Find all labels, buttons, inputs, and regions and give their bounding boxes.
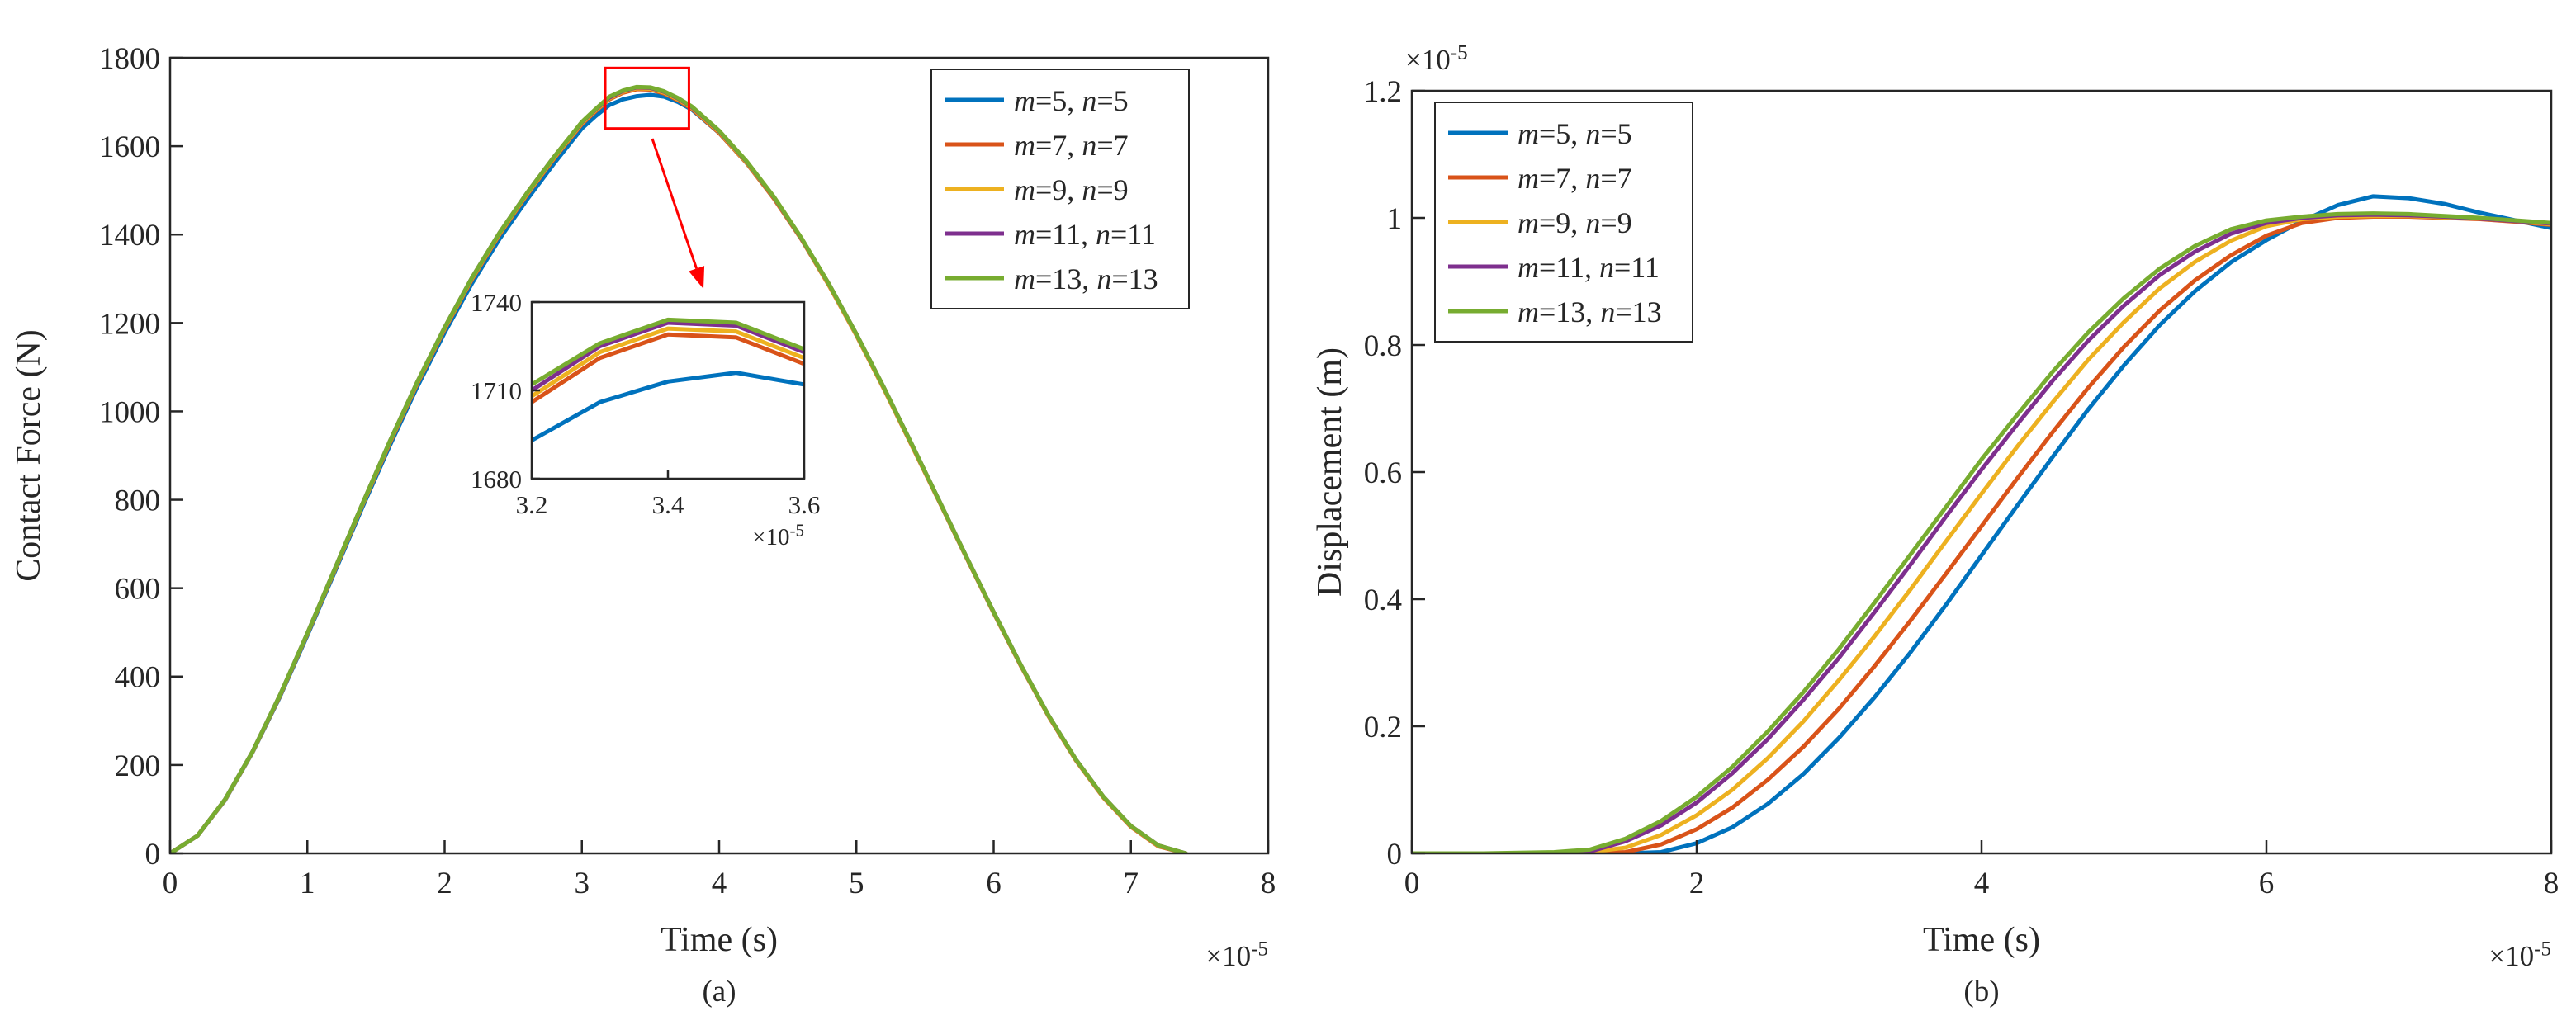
legend-entry: m=7, n=7 bbox=[1448, 162, 1632, 195]
x-tick-label: 6 bbox=[2259, 867, 2275, 900]
y-tick-label: 0.4 bbox=[1364, 584, 1402, 617]
legend-entry-label: m=11, n=11 bbox=[1014, 218, 1156, 251]
legend-entry-label: m=11, n=11 bbox=[1518, 251, 1660, 284]
series-line-m-5-n-5 bbox=[1412, 194, 2551, 853]
legend-entry: m=5, n=5 bbox=[945, 84, 1129, 117]
legend-entry-label: m=9, n=9 bbox=[1014, 173, 1129, 206]
inset-series-line-m-7-n-7 bbox=[532, 332, 804, 406]
series-line-m-13-n-13 bbox=[170, 84, 1188, 853]
legend-entry: m=13, n=13 bbox=[945, 262, 1158, 295]
legend-entry: m=9, n=9 bbox=[945, 173, 1129, 206]
x-tick-label: 4 bbox=[1974, 867, 1990, 900]
legend-entry: m=5, n=5 bbox=[1448, 117, 1632, 150]
x-axis-label: Time (s) bbox=[661, 921, 778, 959]
x-axis-label: Time (s) bbox=[1923, 921, 2040, 959]
y-tick-label: 1200 bbox=[99, 307, 160, 341]
x-tick-label: 8 bbox=[2544, 867, 2559, 900]
y-tick-label: 400 bbox=[115, 661, 161, 695]
zoom-region-rect bbox=[604, 66, 690, 130]
legend-entry-label: m=9, n=9 bbox=[1518, 206, 1632, 239]
y-axis-label: Contact Force (N) bbox=[10, 329, 48, 582]
y-axis-label: Displacement (m) bbox=[1311, 347, 1349, 597]
panel-a-caption: (a) bbox=[702, 975, 736, 1009]
y-tick-label: 600 bbox=[115, 573, 161, 607]
legend-entry-label: m=5, n=5 bbox=[1014, 84, 1129, 117]
series-line-m-13-n-13 bbox=[1412, 211, 2551, 853]
x-tick-label: 1 bbox=[300, 867, 315, 900]
inset-x-axis-exponent: ×10-5 bbox=[752, 521, 804, 551]
inset-x-tick-label: 3.6 bbox=[788, 490, 821, 519]
legend: m=5, n=5 m=7, n=7 m=9, n=9 m=11, n=11 m=13, … bbox=[1434, 102, 1693, 343]
x-tick-label: 2 bbox=[437, 867, 452, 900]
inset-series-line-m-9-n-9 bbox=[532, 326, 804, 399]
inset-y-tick-label: 1710 bbox=[471, 376, 522, 405]
inset-series-line-m-13-n-13 bbox=[532, 317, 804, 388]
chart-displacement: 0 2 4 6 8 0 0.2 0.4 0.6 0.8 1 1.2 Time (s) Displaceme… bbox=[1311, 42, 2559, 973]
x-tick-label: 3 bbox=[575, 867, 590, 900]
y-axis-exponent: ×10-5 bbox=[1405, 42, 1468, 77]
legend-entry-label: m=13, n=13 bbox=[1014, 262, 1158, 295]
y-tick-label: 0 bbox=[1387, 838, 1403, 872]
x-tick-label: 0 bbox=[163, 867, 178, 900]
x-tick-label: 6 bbox=[986, 867, 1002, 900]
zoom-arrow-line bbox=[651, 138, 698, 269]
x-tick-label: 0 bbox=[1404, 867, 1420, 900]
y-tick-label: 0 bbox=[145, 838, 161, 872]
inset-x-tick-label: 3.2 bbox=[516, 490, 548, 519]
x-axis-exponent: ×10-5 bbox=[2488, 938, 2551, 973]
x-tick-label: 8 bbox=[1261, 867, 1276, 900]
x-tick-label: 4 bbox=[712, 867, 727, 900]
chart-contact-force: 0 1 2 3 4 5 6 7 8 0 200 400 600 800 1000 1200 1400 1600 18… bbox=[10, 42, 1276, 973]
inset-y-tick-label: 1740 bbox=[471, 288, 522, 317]
y-tick-label: 1 bbox=[1387, 202, 1403, 236]
legend-entry-label: m=7, n=7 bbox=[1014, 129, 1129, 162]
legend-entry: m=11, n=11 bbox=[945, 218, 1156, 251]
x-tick-label: 2 bbox=[1689, 867, 1705, 900]
inset-x-tick-label: 3.4 bbox=[652, 490, 684, 519]
x-tick-label: 7 bbox=[1124, 867, 1139, 900]
y-tick-label: 1.2 bbox=[1364, 75, 1402, 109]
x-axis-exponent: ×10-5 bbox=[1205, 938, 1268, 973]
legend-entry-label: m=7, n=7 bbox=[1518, 162, 1632, 195]
y-tick-label: 1800 bbox=[99, 42, 160, 76]
inset-series-line-m-5-n-5 bbox=[532, 371, 804, 444]
y-tick-label: 0.8 bbox=[1364, 329, 1402, 363]
inset-series-line-m-11-n-11 bbox=[532, 320, 804, 394]
y-tick-label: 1000 bbox=[99, 395, 160, 429]
legend-entry: m=7, n=7 bbox=[945, 129, 1129, 162]
legend-entry: m=13, n=13 bbox=[1448, 295, 1662, 328]
legend-entry-label: m=5, n=5 bbox=[1518, 117, 1632, 150]
legend-entry: m=9, n=9 bbox=[1448, 206, 1632, 239]
y-tick-label: 1400 bbox=[99, 219, 160, 253]
inset-series-group bbox=[532, 317, 804, 444]
inset-y-tick-label: 1680 bbox=[471, 465, 522, 494]
x-tick-label: 5 bbox=[849, 867, 864, 900]
y-tick-label: 1600 bbox=[99, 130, 160, 164]
y-tick-label: 800 bbox=[115, 484, 161, 518]
series-group bbox=[170, 84, 1188, 853]
y-tick-label: 200 bbox=[115, 749, 161, 783]
panel-b-caption: (b) bbox=[1963, 975, 2000, 1009]
legend-entry: m=11, n=11 bbox=[1448, 251, 1660, 284]
legend: m=5, n=5 m=7, n=7 m=9, n=9 m=11, n=11 m=13, … bbox=[930, 69, 1190, 309]
zoom-arrow-icon bbox=[689, 266, 705, 289]
legend-entry-label: m=13, n=13 bbox=[1518, 295, 1662, 328]
y-tick-label: 0.2 bbox=[1364, 711, 1402, 744]
y-tick-label: 0.6 bbox=[1364, 456, 1402, 490]
